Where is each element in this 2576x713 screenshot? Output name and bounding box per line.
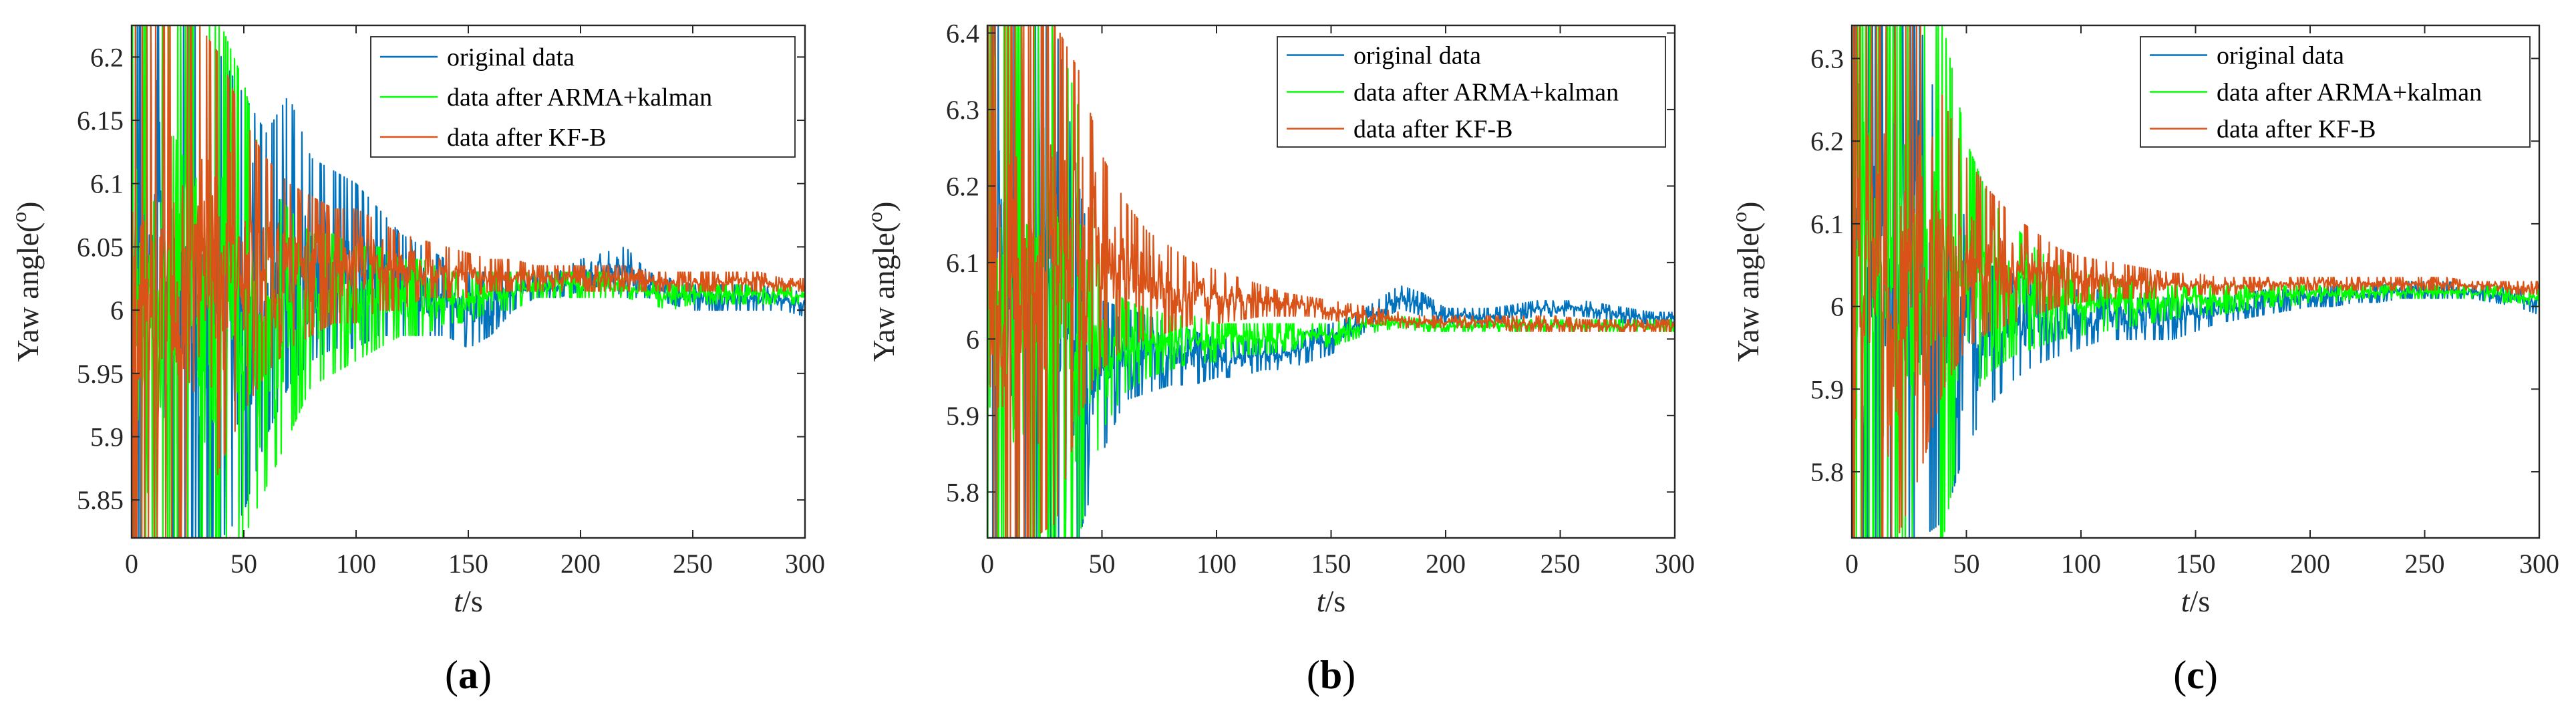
x-tick-label: 0	[1845, 549, 1859, 579]
x-tick-label: 250	[1541, 549, 1581, 579]
x-tick-label: 100	[1196, 549, 1237, 579]
y-tick-label: 5.95	[77, 359, 124, 389]
y-axis-label: Yaw angle(o)	[1727, 201, 1765, 362]
chart-panel-c: 0 50 100 150 200 250 300 5.8 5.9 6 6.1 6.2 6.3 t/s Yaw…	[1727, 24, 2559, 697]
x-axis-label: t/s	[454, 584, 482, 618]
legend: original data data after ARMA+kalman data …	[370, 36, 796, 158]
plot-traces	[987, 25, 1675, 538]
legend-label-1: original data	[1353, 42, 1481, 70]
y-tick-label: 6.4	[946, 18, 979, 48]
x-tick-label: 200	[2290, 549, 2330, 579]
x-tick-label: 100	[336, 549, 376, 579]
chart-panel-b: 0 50 100 150 200 250 300 5.8 5.9 6 6.1 6.2 6.3 6.4 t/s…	[862, 18, 1695, 697]
y-tick-label: 6	[1830, 292, 1844, 322]
x-tick-label: 200	[1426, 549, 1466, 579]
y-tick-label: 6.1	[946, 248, 979, 278]
y-tick-label: 6.2	[1810, 126, 1844, 156]
x-tick-label: 300	[785, 549, 825, 579]
series-line-3	[132, 25, 805, 538]
x-tick-label: 0	[125, 549, 138, 579]
series-line-2	[132, 25, 805, 538]
x-tick-label: 100	[2061, 549, 2101, 579]
panel-label: (c)	[2173, 653, 2218, 697]
x-tick-label: 0	[981, 549, 994, 579]
y-tick-label: 6	[966, 324, 979, 354]
x-tick-label: 50	[230, 549, 257, 579]
x-tick-label: 150	[2176, 549, 2216, 579]
y-tick-label: 6	[110, 295, 124, 325]
y-tick-label: 6.3	[946, 95, 979, 125]
panel-label: (a)	[445, 653, 492, 697]
y-tick-label: 6.2	[946, 171, 979, 201]
y-tick-label: 6.3	[1810, 43, 1844, 74]
y-tick-label: 5.9	[946, 401, 979, 431]
legend-label-3: data after KF-B	[1353, 116, 1512, 144]
x-tick-label: 300	[2519, 549, 2559, 579]
legend-box	[370, 36, 796, 158]
y-tick-label: 5.9	[1810, 374, 1844, 404]
x-tick-label: 150	[448, 549, 488, 579]
series-line-3	[987, 25, 1675, 538]
series-line-3	[1852, 25, 2539, 538]
x-axis-label: t/s	[1317, 584, 1345, 618]
legend: original data data after ARMA+kalman data …	[2140, 36, 2531, 148]
x-axis-label: t/s	[2181, 584, 2210, 618]
y-axis-label: Yaw angle(o)	[7, 201, 45, 362]
plot-traces	[1852, 25, 2539, 538]
y-tick-label: 5.8	[946, 477, 979, 507]
y-tick-label: 6.1	[1810, 209, 1844, 239]
y-tick-label: 5.9	[90, 422, 124, 452]
legend-label-2: data after ARMA+kalman	[447, 84, 712, 112]
y-tick-label: 5.8	[1810, 457, 1844, 487]
legend-label-1: original data	[447, 43, 575, 72]
y-tick-label: 6.2	[90, 42, 124, 72]
series-line-1	[987, 25, 1675, 538]
y-tick-label: 6.05	[77, 232, 124, 262]
x-tick-label: 250	[673, 549, 713, 579]
legend-label-2: data after ARMA+kalman	[2217, 79, 2482, 107]
chart-panel-a: 0 50 100 150 200 250 300 5.85 5.9 5.95 6 6.05 6.1 6.1…	[7, 24, 825, 697]
legend: original data data after ARMA+kalman data …	[1277, 36, 1666, 148]
x-tick-label: 50	[1953, 549, 1980, 579]
y-axis-label: Yaw angle(o)	[862, 201, 901, 362]
panel-label: (b)	[1307, 653, 1355, 697]
y-tick-label: 6.15	[77, 106, 124, 136]
legend-label-3: data after KF-B	[2217, 116, 2376, 144]
legend-label-3: data after KF-B	[447, 124, 606, 152]
x-tick-label: 300	[1655, 549, 1695, 579]
x-tick-label: 150	[1311, 549, 1351, 579]
y-tick-label: 5.85	[77, 485, 124, 515]
plot-traces	[132, 25, 805, 538]
series-line-2	[1852, 25, 2539, 538]
x-tick-label: 250	[2405, 549, 2445, 579]
y-tick-label: 6.1	[90, 169, 124, 199]
x-tick-label: 200	[560, 549, 601, 579]
x-tick-label: 50	[1089, 549, 1116, 579]
legend-label-2: data after ARMA+kalman	[1353, 79, 1619, 107]
legend-label-1: original data	[2217, 42, 2344, 70]
